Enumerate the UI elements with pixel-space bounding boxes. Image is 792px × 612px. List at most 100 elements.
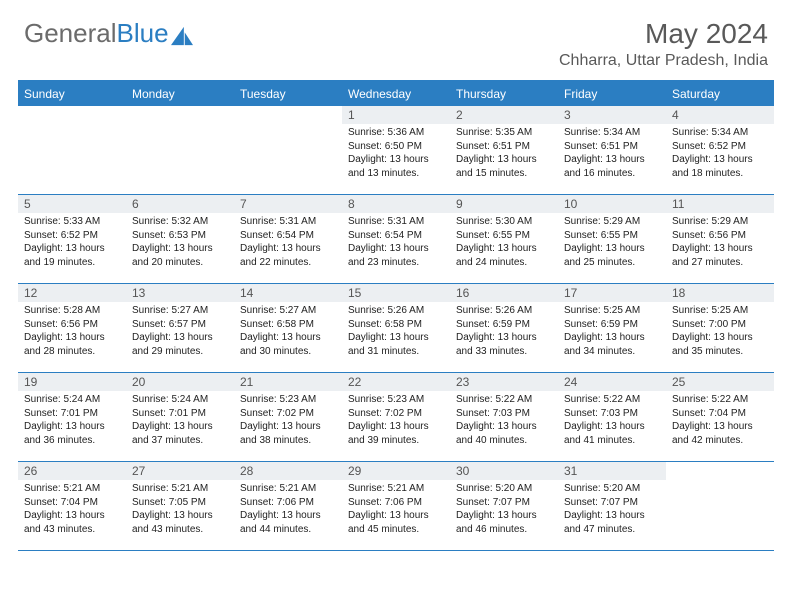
cell-line: Sunrise: 5:23 AM — [348, 393, 444, 407]
calendar-cell: 20Sunrise: 5:24 AMSunset: 7:01 PMDayligh… — [126, 373, 234, 461]
cell-body: Sunrise: 5:26 AMSunset: 6:59 PMDaylight:… — [450, 302, 558, 362]
cell-body: Sunrise: 5:20 AMSunset: 7:07 PMDaylight:… — [558, 480, 666, 540]
cell-line: and 33 minutes. — [456, 345, 552, 359]
day-number: 16 — [450, 284, 558, 302]
cell-line: and 45 minutes. — [348, 523, 444, 537]
cell-line: Daylight: 13 hours — [132, 420, 228, 434]
cell-line: Daylight: 13 hours — [348, 331, 444, 345]
cell-line: Sunset: 6:57 PM — [132, 318, 228, 332]
cell-line: Sunrise: 5:27 AM — [240, 304, 336, 318]
day-number: 10 — [558, 195, 666, 213]
cell-line: Sunset: 7:02 PM — [348, 407, 444, 421]
cell-line: and 43 minutes. — [132, 523, 228, 537]
calendar-cell: 24Sunrise: 5:22 AMSunset: 7:03 PMDayligh… — [558, 373, 666, 461]
day-number: 21 — [234, 373, 342, 391]
cell-line: and 41 minutes. — [564, 434, 660, 448]
cell-line: Sunrise: 5:22 AM — [564, 393, 660, 407]
cell-line: Sunset: 6:58 PM — [240, 318, 336, 332]
cell-line: Sunset: 7:03 PM — [456, 407, 552, 421]
cell-line: Sunrise: 5:22 AM — [456, 393, 552, 407]
cell-line: and 25 minutes. — [564, 256, 660, 270]
day-header: Saturday — [666, 82, 774, 106]
calendar-cell: 13Sunrise: 5:27 AMSunset: 6:57 PMDayligh… — [126, 284, 234, 372]
cell-line: Sunrise: 5:36 AM — [348, 126, 444, 140]
cell-line: Sunrise: 5:24 AM — [24, 393, 120, 407]
cell-line: Sunrise: 5:26 AM — [456, 304, 552, 318]
logo: GeneralBlue — [24, 18, 193, 49]
cell-line: Sunset: 6:54 PM — [240, 229, 336, 243]
cell-body: Sunrise: 5:22 AMSunset: 7:03 PMDaylight:… — [558, 391, 666, 451]
day-header: Monday — [126, 82, 234, 106]
cell-line: and 36 minutes. — [24, 434, 120, 448]
cell-line: Sunrise: 5:20 AM — [564, 482, 660, 496]
cell-line: Sunset: 6:51 PM — [456, 140, 552, 154]
cell-line: Sunset: 7:05 PM — [132, 496, 228, 510]
cell-line: and 29 minutes. — [132, 345, 228, 359]
calendar-cell — [18, 106, 126, 194]
day-number: 12 — [18, 284, 126, 302]
cell-line: Daylight: 13 hours — [348, 420, 444, 434]
cell-body: Sunrise: 5:30 AMSunset: 6:55 PMDaylight:… — [450, 213, 558, 273]
cell-line: Daylight: 13 hours — [24, 509, 120, 523]
cell-line: Sunset: 6:51 PM — [564, 140, 660, 154]
calendar-cell: 4Sunrise: 5:34 AMSunset: 6:52 PMDaylight… — [666, 106, 774, 194]
cell-line: Sunset: 7:01 PM — [132, 407, 228, 421]
title-location: Chharra, Uttar Pradesh, India — [559, 52, 768, 70]
cell-line: Sunrise: 5:21 AM — [240, 482, 336, 496]
cell-line: Sunset: 6:55 PM — [564, 229, 660, 243]
calendar-cell: 10Sunrise: 5:29 AMSunset: 6:55 PMDayligh… — [558, 195, 666, 283]
cell-body: Sunrise: 5:34 AMSunset: 6:52 PMDaylight:… — [666, 124, 774, 184]
cell-line: and 28 minutes. — [24, 345, 120, 359]
calendar-cell: 19Sunrise: 5:24 AMSunset: 7:01 PMDayligh… — [18, 373, 126, 461]
cell-line: Sunset: 6:55 PM — [456, 229, 552, 243]
cell-body: Sunrise: 5:29 AMSunset: 6:55 PMDaylight:… — [558, 213, 666, 273]
day-number: 25 — [666, 373, 774, 391]
cell-line: and 16 minutes. — [564, 167, 660, 181]
cell-body: Sunrise: 5:22 AMSunset: 7:04 PMDaylight:… — [666, 391, 774, 451]
logo-text-blue: Blue — [117, 18, 169, 49]
cell-line: Daylight: 13 hours — [24, 242, 120, 256]
cell-line: Sunrise: 5:33 AM — [24, 215, 120, 229]
cell-line: Sunset: 6:56 PM — [672, 229, 768, 243]
calendar-cell: 30Sunrise: 5:20 AMSunset: 7:07 PMDayligh… — [450, 462, 558, 550]
cell-line: Daylight: 13 hours — [240, 242, 336, 256]
day-number: 11 — [666, 195, 774, 213]
day-header: Thursday — [450, 82, 558, 106]
cell-body: Sunrise: 5:24 AMSunset: 7:01 PMDaylight:… — [126, 391, 234, 451]
cell-line: Sunrise: 5:29 AM — [672, 215, 768, 229]
day-number — [126, 106, 234, 124]
cell-line: Daylight: 13 hours — [240, 331, 336, 345]
day-number: 14 — [234, 284, 342, 302]
day-number: 3 — [558, 106, 666, 124]
calendar-cell: 8Sunrise: 5:31 AMSunset: 6:54 PMDaylight… — [342, 195, 450, 283]
cell-line: and 34 minutes. — [564, 345, 660, 359]
week-row: 26Sunrise: 5:21 AMSunset: 7:04 PMDayligh… — [18, 462, 774, 551]
calendar-cell: 5Sunrise: 5:33 AMSunset: 6:52 PMDaylight… — [18, 195, 126, 283]
day-number — [666, 462, 774, 480]
cell-line: Daylight: 13 hours — [456, 331, 552, 345]
cell-body: Sunrise: 5:29 AMSunset: 6:56 PMDaylight:… — [666, 213, 774, 273]
day-number: 22 — [342, 373, 450, 391]
cell-line: Sunrise: 5:21 AM — [348, 482, 444, 496]
cell-line: Sunrise: 5:27 AM — [132, 304, 228, 318]
cell-line: Sunset: 7:03 PM — [564, 407, 660, 421]
weeks-container: 1Sunrise: 5:36 AMSunset: 6:50 PMDaylight… — [18, 106, 774, 551]
day-number: 18 — [666, 284, 774, 302]
title-block: May 2024 Chharra, Uttar Pradesh, India — [559, 18, 768, 70]
cell-body: Sunrise: 5:28 AMSunset: 6:56 PMDaylight:… — [18, 302, 126, 362]
week-row: 5Sunrise: 5:33 AMSunset: 6:52 PMDaylight… — [18, 195, 774, 284]
cell-body: Sunrise: 5:21 AMSunset: 7:04 PMDaylight:… — [18, 480, 126, 540]
cell-line: and 27 minutes. — [672, 256, 768, 270]
week-row: 1Sunrise: 5:36 AMSunset: 6:50 PMDaylight… — [18, 106, 774, 195]
cell-line: Sunset: 7:00 PM — [672, 318, 768, 332]
day-number: 6 — [126, 195, 234, 213]
cell-line: Sunrise: 5:29 AM — [564, 215, 660, 229]
cell-line: Sunrise: 5:26 AM — [348, 304, 444, 318]
cell-line: Sunrise: 5:31 AM — [240, 215, 336, 229]
cell-body: Sunrise: 5:20 AMSunset: 7:07 PMDaylight:… — [450, 480, 558, 540]
cell-body: Sunrise: 5:36 AMSunset: 6:50 PMDaylight:… — [342, 124, 450, 184]
cell-body: Sunrise: 5:26 AMSunset: 6:58 PMDaylight:… — [342, 302, 450, 362]
cell-line: Sunset: 6:52 PM — [24, 229, 120, 243]
cell-body: Sunrise: 5:22 AMSunset: 7:03 PMDaylight:… — [450, 391, 558, 451]
cell-line: and 38 minutes. — [240, 434, 336, 448]
